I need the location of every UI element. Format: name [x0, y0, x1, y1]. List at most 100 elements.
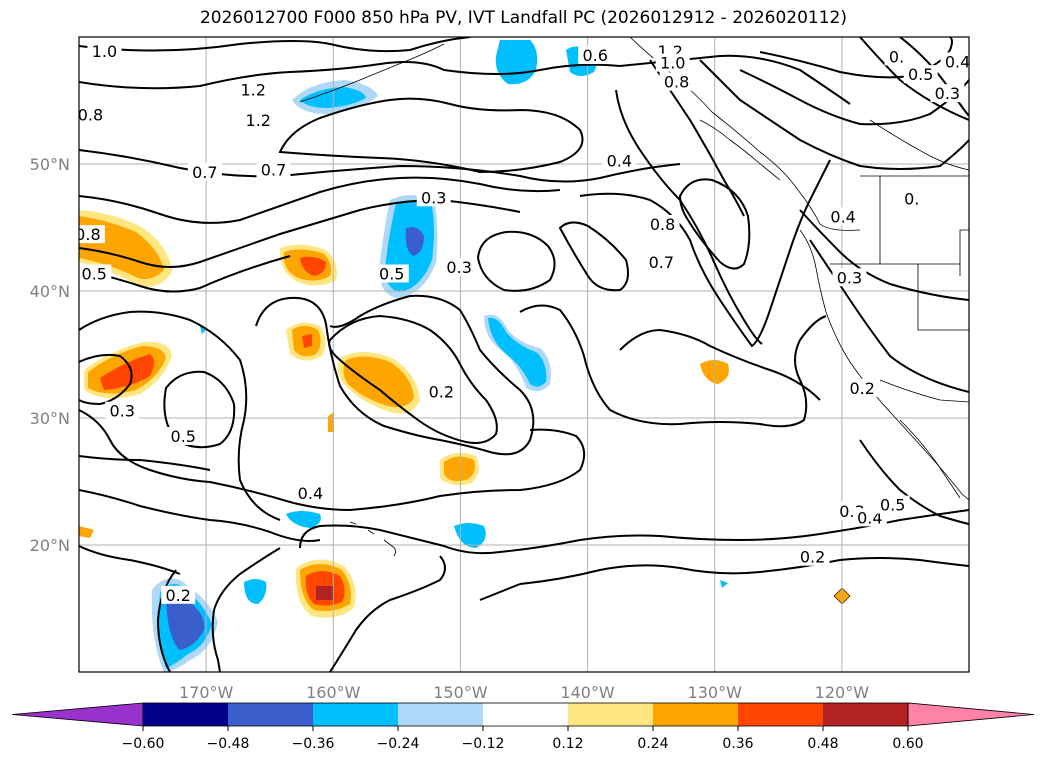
pv-contour	[79, 409, 586, 512]
lon-tick-label: 120°W	[815, 683, 870, 702]
contour-label-bg	[79, 105, 108, 124]
contour-label-bg	[826, 207, 861, 226]
lon-tick-label: 160°W	[306, 683, 361, 702]
pv-contour	[79, 255, 291, 293]
contour-label-bg	[659, 72, 694, 91]
pv-contour	[278, 97, 584, 174]
contour-label-bg	[930, 84, 965, 103]
pv-contour	[519, 304, 827, 428]
canada-interior	[869, 119, 969, 171]
state-borders	[830, 176, 969, 331]
contour-label-bg	[374, 264, 409, 283]
contour-label: 0.5	[880, 496, 905, 515]
contour-label-bg	[899, 189, 924, 208]
neg-anomaly-patch	[286, 511, 321, 528]
baja-coast	[899, 419, 961, 499]
colorbar-tick-label: −0.48	[207, 736, 250, 752]
pv-contour	[79, 310, 281, 521]
neg-anomaly-patch	[495, 40, 538, 85]
contour-label: 0.5	[171, 427, 196, 446]
neg-anomaly-patch	[200, 326, 206, 334]
pv-contour	[678, 178, 751, 270]
pv-contour	[79, 176, 561, 224]
contour-label: 0.3	[837, 268, 862, 287]
pv-contour	[809, 239, 969, 393]
colorbar-tick-label: −0.36	[292, 736, 335, 752]
contour-label: 0.6	[582, 46, 607, 65]
colorbar-extend-low	[11, 702, 144, 727]
mexico-border	[879, 379, 969, 403]
pos-anomaly-patch	[79, 526, 94, 538]
contour-label: 0.4	[945, 52, 970, 71]
pv-contour	[859, 439, 969, 525]
contour-label-bg	[416, 188, 451, 207]
pv-contour	[799, 209, 969, 301]
contour-label: 0.3	[110, 402, 135, 421]
pv-contour	[329, 555, 446, 672]
lon-tick-label: 130°W	[688, 683, 743, 702]
lat-tick-label: 40°N	[30, 282, 70, 301]
colorbar-segment	[653, 703, 738, 726]
colorbar-segment	[398, 703, 483, 726]
contour-labels: 1.01.20.8 1.20.7 0.70.30.80.5 0.5 0.30.80.70…	[78, 42, 970, 605]
contour-label: 0.7	[261, 160, 286, 179]
neg-anomaly-patch	[166, 597, 205, 650]
lat-tick-label: 50°N	[30, 155, 70, 174]
neg-anomaly-patch	[488, 317, 547, 387]
pos-anomaly-patch	[343, 356, 414, 407]
colorbar-segment	[483, 703, 568, 726]
map-content: 1.01.20.8 1.20.7 0.70.30.80.5 0.5 0.30.80.70…	[78, 37, 970, 672]
colorbar-tick-label: −0.24	[377, 736, 420, 752]
neg-anomaly-patch	[720, 580, 728, 588]
contour-label-bg	[166, 427, 201, 446]
pos-anomaly-patch	[444, 456, 475, 482]
pv-contour	[615, 89, 763, 345]
contour-label: 0.3	[421, 188, 446, 207]
contour-label-bg	[256, 160, 291, 179]
colorbar-tick-label: −0.60	[122, 736, 165, 752]
contour-label-bg	[884, 47, 909, 66]
contour-label-bg	[875, 495, 910, 514]
colorbar: −0.60 −0.48 −0.36 −0.24 −0.12 0.12 0.24 0.36 0.4…	[11, 702, 1035, 752]
contour-label: 0.5	[379, 264, 404, 283]
contour-label-bg	[187, 162, 222, 181]
contour-label: 1.2	[246, 111, 271, 130]
pv-contour	[476, 230, 556, 292]
contour-label: 1.0	[660, 54, 685, 73]
pos-anomaly-patch	[302, 334, 312, 348]
contour-label-bg	[795, 547, 830, 566]
contour-label: 0.	[889, 47, 904, 66]
contour-label: 1.0	[92, 42, 117, 61]
pv-contour	[79, 353, 133, 406]
pos-anomaly-patch	[300, 256, 326, 276]
pv-contour	[519, 557, 969, 585]
pv-contour	[79, 489, 321, 542]
colorbar-segment	[823, 703, 908, 726]
contour-label-bg	[442, 258, 477, 277]
contour-label: 0.8	[78, 106, 103, 125]
pv-contour	[255, 294, 535, 456]
colorbar-tick-label: 0.24	[637, 736, 668, 752]
contour-label: 0.4	[298, 484, 323, 503]
contour-label-bg	[645, 214, 680, 233]
colorbar-tick-label: 0.48	[807, 736, 838, 752]
pv-contour	[79, 545, 181, 575]
colorbar-tick-label: 0.36	[722, 736, 753, 752]
pv-contour	[479, 583, 521, 601]
colorbar-segment	[568, 703, 653, 726]
pos-anomaly-patch	[100, 354, 154, 390]
map-frame	[78, 36, 970, 673]
colorbar-tick-label: −0.12	[462, 736, 505, 752]
contour-label-bg	[424, 382, 459, 401]
contour-label-bg	[602, 151, 637, 170]
contour-label: 0.8	[664, 73, 689, 92]
contour-label-bg	[832, 268, 867, 287]
lon-tick-label: 150°W	[433, 683, 488, 702]
contour-label-bg	[236, 80, 271, 99]
lon-tick-label: 140°W	[560, 683, 615, 702]
contour-label: 0.3	[446, 258, 471, 277]
colorbar-segment	[313, 703, 398, 726]
pv-contour	[79, 54, 851, 105]
pv-contour	[299, 509, 969, 555]
